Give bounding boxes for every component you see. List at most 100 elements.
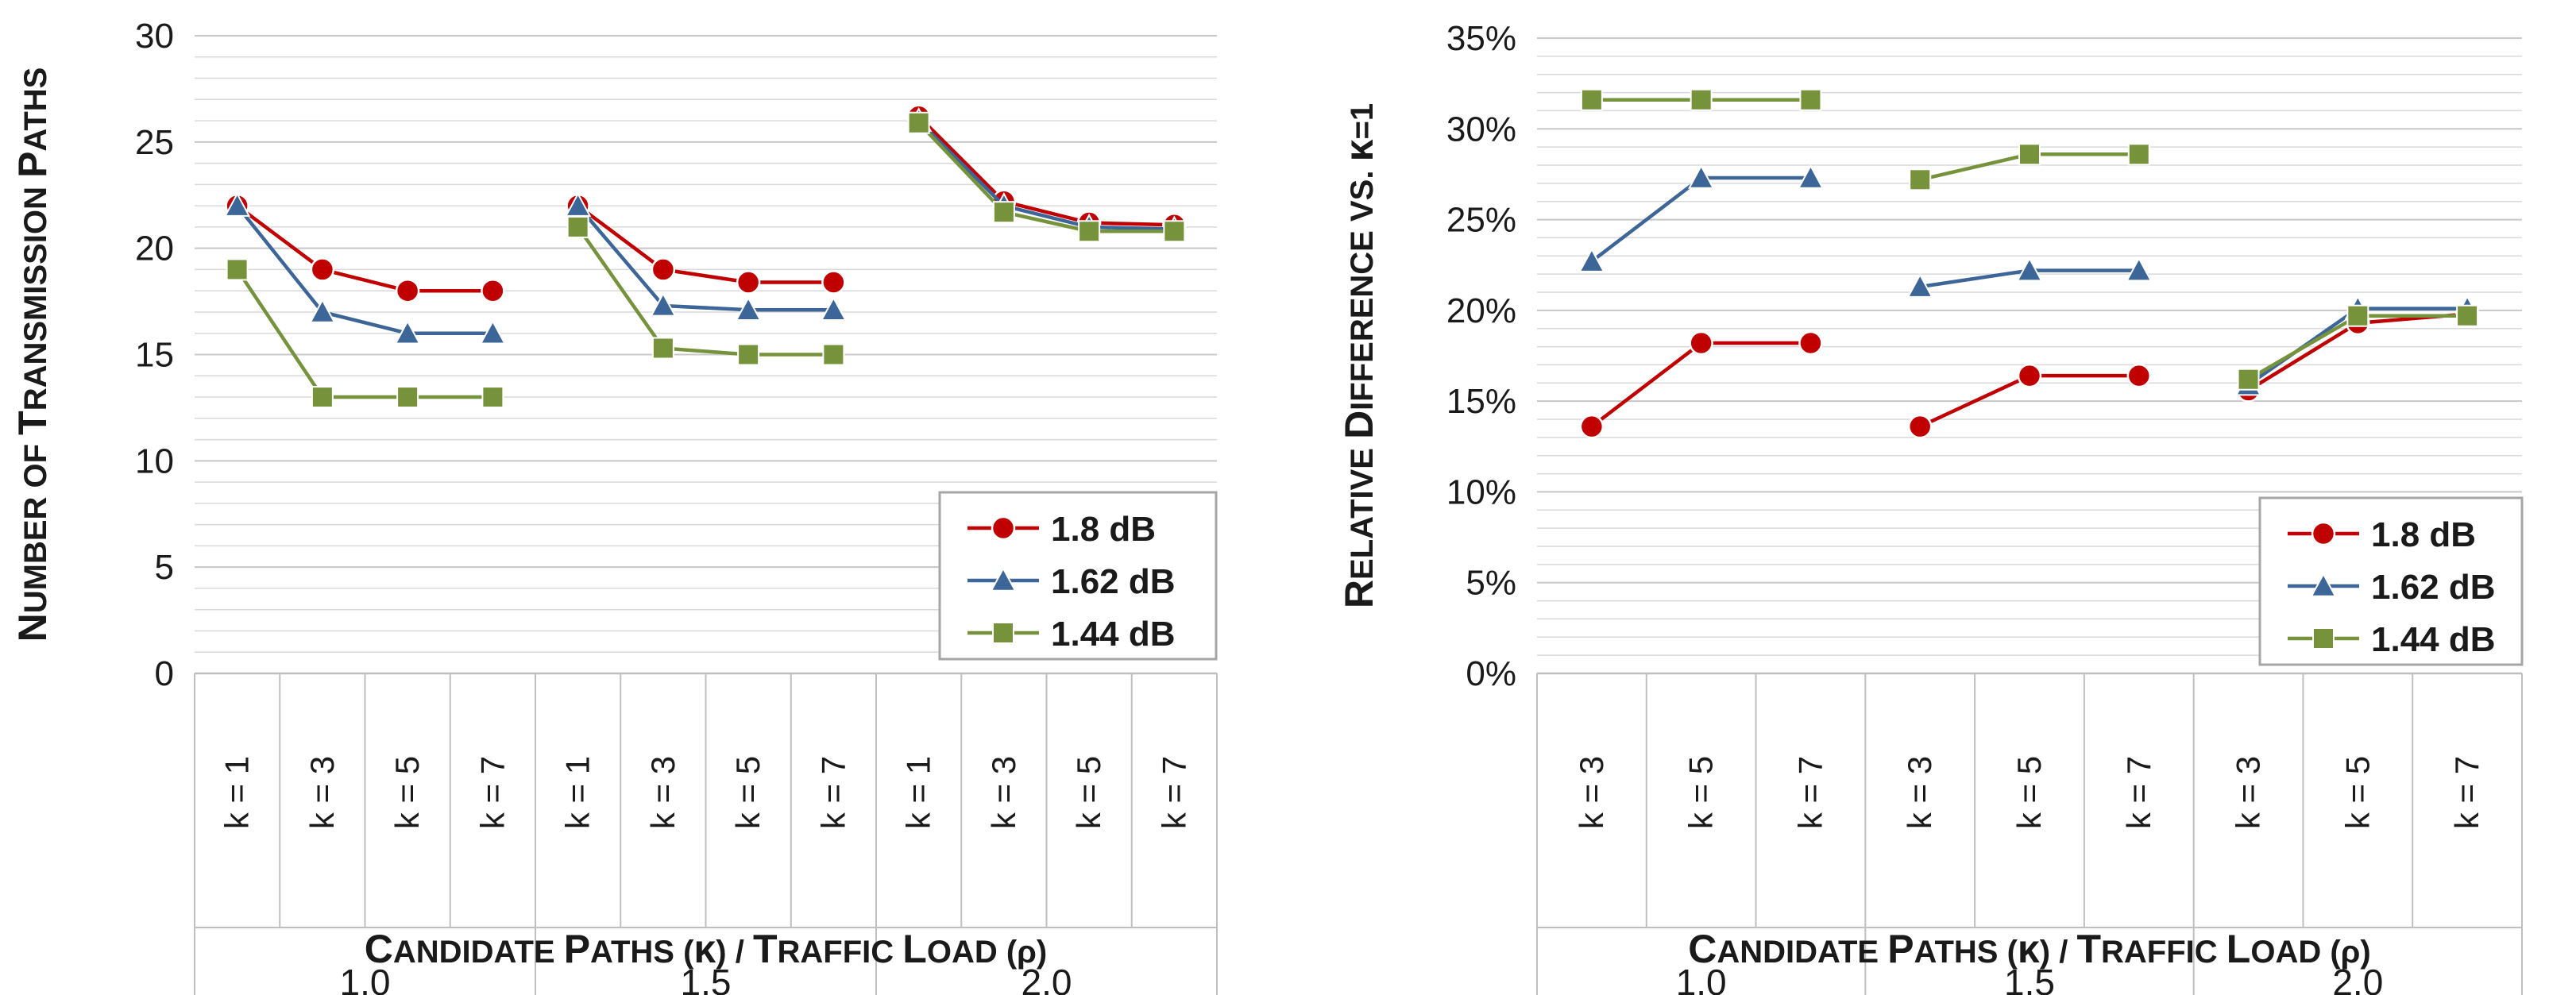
x-axis-title: CANDIDATE PATHS (κ) / TRAFFIC LOAD (ρ) xyxy=(365,927,1047,971)
y-tick-label: 25% xyxy=(1446,201,1516,240)
x-category-label: k = 3 xyxy=(985,756,1022,829)
legend-label: 1.62 dB xyxy=(2371,568,2496,607)
axis-title-part: T xyxy=(753,927,778,971)
axis-title-part: IFFERENCE VS. xyxy=(1345,161,1380,410)
data-point xyxy=(1797,164,1825,189)
x-category-label: k = 3 xyxy=(2230,756,2267,829)
axis-title-part: RANSMISSION xyxy=(18,178,53,411)
x-category-label: k = 3 xyxy=(1901,756,1938,829)
legend-label: 1.62 dB xyxy=(1051,562,1176,601)
axis-title-part: κ xyxy=(1337,139,1381,161)
x-group-label: 1.0 xyxy=(340,962,391,995)
chart-relative-difference: 0% 5% 10% 15% 20% 25% 30% 35% k = 3 k = 5 k = 7 1.0… xyxy=(1337,19,2524,995)
axis-title-part: κ xyxy=(693,927,716,971)
data-point xyxy=(1690,88,1713,111)
x-category-label: k = 1 xyxy=(900,756,937,829)
legend-label: 1.8 dB xyxy=(1051,510,1156,549)
data-point xyxy=(396,386,419,409)
data-point xyxy=(821,270,846,295)
data-point xyxy=(395,278,420,303)
legend-label: 1.44 dB xyxy=(1051,615,1176,654)
axis-title-part: ) / xyxy=(716,935,753,970)
axis-title-part: P xyxy=(1887,927,1914,971)
data-point xyxy=(481,386,504,409)
y-tick-label: 0 xyxy=(155,654,174,693)
series-line xyxy=(917,115,1175,227)
x-group-label: 1.5 xyxy=(2004,962,2055,995)
series-line xyxy=(235,268,493,399)
x-category-label: k = 3 xyxy=(303,756,341,829)
axis-title-part: T xyxy=(10,411,55,435)
axis-title-part: N xyxy=(10,613,55,642)
data-point xyxy=(1687,164,1715,189)
axis-title-part: D xyxy=(1337,411,1381,439)
data-point xyxy=(1799,88,1822,111)
legend-marker xyxy=(2312,627,2335,650)
x-category-label: k = 5 xyxy=(2010,756,2048,829)
axis-title-part: UMBER OF xyxy=(18,435,53,613)
legend-marker xyxy=(2311,521,2336,546)
data-point xyxy=(907,111,930,134)
x-category-label: k = 5 xyxy=(1070,756,1107,829)
legend-label: 1.8 dB xyxy=(2371,515,2476,554)
axis-title-part: =1 xyxy=(1345,103,1380,140)
series-line xyxy=(577,204,834,284)
data-point xyxy=(223,192,251,217)
axis-title-part: T xyxy=(2076,927,2101,971)
data-point xyxy=(309,298,336,323)
data-point xyxy=(651,257,676,282)
data-point xyxy=(650,291,677,317)
axis-title-part: κ xyxy=(2018,927,2040,971)
legend-marker xyxy=(2310,572,2337,597)
data-point xyxy=(2346,304,2369,327)
data-point xyxy=(566,215,589,238)
x-category-label: k = 7 xyxy=(1791,756,1829,829)
data-point xyxy=(394,319,421,345)
series-line xyxy=(1590,341,1811,428)
series-line xyxy=(576,204,834,312)
y-tick-label: 35% xyxy=(1446,19,1516,58)
series-line xyxy=(917,119,1175,231)
data-point xyxy=(992,201,1015,224)
legend-label: 1.44 dB xyxy=(2371,620,2496,659)
legend-marker xyxy=(991,515,1016,541)
data-point xyxy=(311,386,334,409)
axis-title-part: ATHS xyxy=(18,67,53,152)
data-point xyxy=(2126,363,2152,388)
axis-title-part: ) / xyxy=(2040,935,2077,970)
data-point xyxy=(481,278,505,303)
y-tick-label: 20 xyxy=(135,229,174,268)
axis-title-part: ELATIVE xyxy=(1345,439,1380,580)
data-point xyxy=(479,319,507,345)
legend: 1.8 dB 1.62 dB 1.44 dB xyxy=(938,491,1218,661)
x-category-label: k = 5 xyxy=(1682,756,1720,829)
data-point xyxy=(1798,330,1823,356)
axis-title-part: ANDIDATE xyxy=(1717,935,1887,970)
data-point xyxy=(1907,414,1933,439)
data-point xyxy=(1580,88,1603,111)
x-group-label: 2.0 xyxy=(2332,962,2383,995)
y-tick-label: 30 xyxy=(135,17,174,56)
x-category-label: k = 7 xyxy=(2448,756,2485,829)
y-tick-label: 10% xyxy=(1446,472,1516,511)
series-line xyxy=(236,204,493,293)
axis-title-part: RAFFIC xyxy=(778,935,903,970)
x-category-label: k = 5 xyxy=(388,756,426,829)
data-point xyxy=(310,257,335,282)
axis-title-part: L xyxy=(902,927,927,971)
x-category-label: k = 1 xyxy=(559,756,597,829)
x-group-label: 1.5 xyxy=(681,962,732,995)
x-category-label: k = 7 xyxy=(473,756,511,829)
x-category-label: k = 3 xyxy=(644,756,682,829)
data-point xyxy=(2016,256,2043,282)
axis-title-part: ATHS ( xyxy=(590,935,694,970)
data-point xyxy=(822,343,845,366)
x-group-label: 2.0 xyxy=(1022,962,1072,995)
x-category-label: k = 5 xyxy=(729,756,767,829)
y-tick-label: 15% xyxy=(1446,382,1516,421)
axis-title-part: C xyxy=(365,927,393,971)
y-axis-title: NUMBER OF TRANSMISSION PATHS xyxy=(10,67,55,642)
x-axis-title: CANDIDATE PATHS (κ) / TRAFFIC LOAD (ρ) xyxy=(1688,927,2370,971)
data-point xyxy=(226,258,249,281)
axis-title-part: R xyxy=(1337,580,1381,608)
